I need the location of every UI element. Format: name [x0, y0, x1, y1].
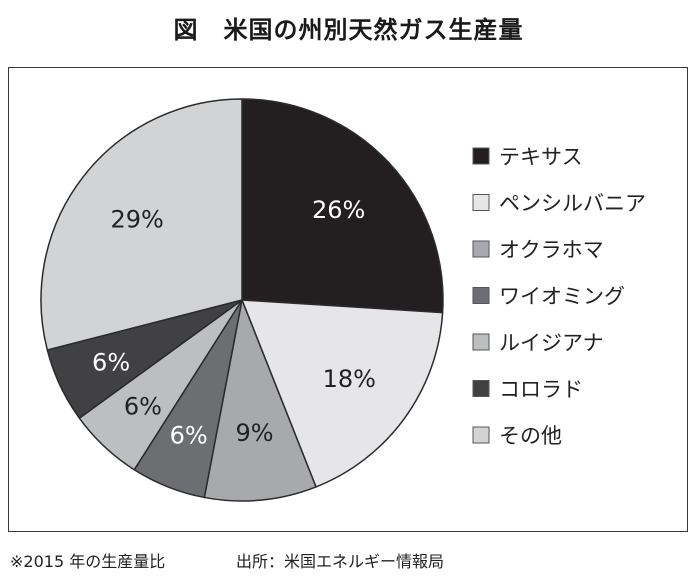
source-note: 出所：米国エネルギー情報局 — [236, 552, 445, 571]
legend-label: オクラホマ — [499, 238, 604, 262]
legend-item: テキサス — [472, 145, 583, 169]
legend-item: ルイジアナ — [472, 331, 604, 355]
legend-swatch — [472, 147, 490, 165]
slice-value-label: 26% — [312, 196, 365, 224]
slice-value-label: 18% — [323, 365, 376, 393]
legend-label: その他 — [499, 424, 562, 448]
legend-swatch — [472, 287, 490, 304]
legend-label: ルイジアナ — [499, 331, 604, 355]
legend-item: コロラド — [472, 378, 583, 402]
pie-slice — [203, 299, 317, 502]
slice-value-label: 6% — [92, 349, 130, 377]
legend-item: ペンシルバニア — [472, 192, 646, 216]
slice-value-label: 9% — [235, 419, 273, 447]
pie-slice — [241, 299, 444, 488]
legend-label: ワイオミング — [499, 285, 625, 309]
legend-label: ペンシルバニア — [499, 192, 646, 216]
legend-swatch — [472, 380, 490, 397]
slice-value-label: 29% — [111, 206, 164, 234]
legend-label: コロラド — [499, 378, 583, 402]
pie-chart: 26% 18% 9% 6% 6% 6% 29% テキサスペンシルバニアオクラホマワイオミング… — [40, 98, 646, 502]
legend-swatch — [472, 426, 490, 444]
pie-slice — [40, 98, 243, 351]
chart-title: 図 米国の州別天然ガス生産量 — [173, 16, 524, 44]
legend-label: テキサス — [499, 145, 583, 169]
slice-value-label: 6% — [170, 422, 208, 450]
legend-item: オクラホマ — [472, 238, 604, 262]
legend-swatch — [472, 194, 490, 211]
pie-slice — [241, 98, 444, 314]
slice-value-label: 6% — [124, 393, 162, 421]
footnote: ※2015 年の生産量比 — [10, 552, 166, 571]
legend-swatch — [472, 333, 490, 351]
legend-swatch — [472, 240, 490, 258]
chart-frame: 26% 18% 9% 6% 6% 6% 29% テキサスペンシルバニア オクラホマワイオミング… — [8, 67, 688, 532]
legend-item: ワイオミング — [472, 285, 625, 309]
legend-item: その他 — [472, 424, 562, 448]
